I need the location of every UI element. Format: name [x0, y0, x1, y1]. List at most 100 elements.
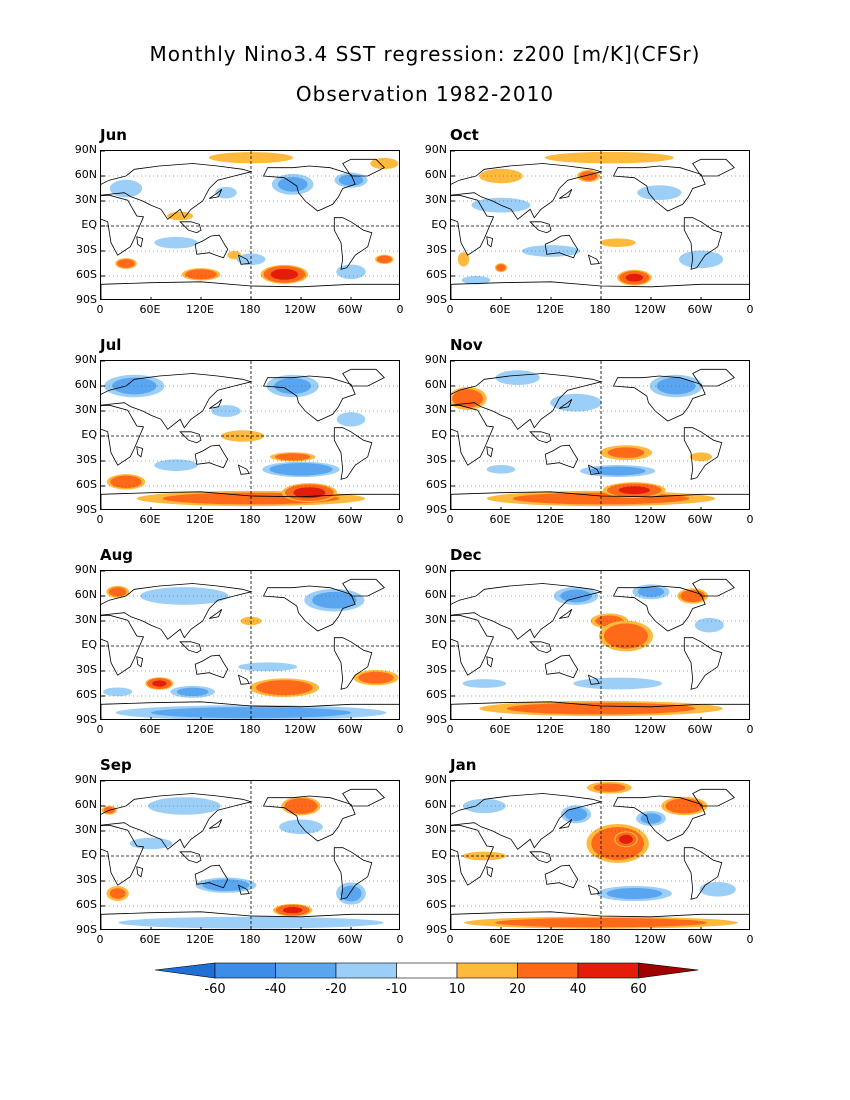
panel-label-jan: Jan	[450, 756, 477, 774]
anomaly-contour	[457, 252, 470, 267]
coastline	[451, 583, 603, 640]
coastline	[486, 866, 494, 878]
y-tick-label: EQ	[81, 218, 97, 231]
coastline	[529, 851, 552, 864]
map-panel-oct	[450, 150, 750, 300]
x-tick-label: 60W	[687, 723, 713, 736]
x-tick-label: 120E	[536, 513, 564, 526]
y-tick-label: EQ	[431, 848, 447, 861]
map-svg	[451, 781, 749, 929]
colorbar-segment	[577, 962, 639, 979]
coastline	[101, 404, 145, 466]
y-tick-label: 30S	[426, 453, 447, 466]
coastline	[262, 375, 356, 422]
x-tick-label: 0	[746, 723, 754, 736]
x-tick-label: 120W	[634, 513, 666, 526]
coastline	[451, 824, 495, 886]
map-svg	[101, 571, 399, 719]
anomaly-contour	[293, 487, 326, 499]
map-frame	[100, 150, 400, 300]
anomaly-contour	[236, 253, 266, 266]
y-tick-label: 60N	[424, 798, 447, 811]
colorbar-right-arrow	[638, 962, 699, 979]
coastline	[101, 373, 253, 430]
anomaly-contour	[112, 377, 157, 395]
y-tick-label: 60S	[76, 898, 97, 911]
coastline	[237, 254, 250, 265]
anomaly-contour	[625, 273, 643, 282]
colorbar-segment	[517, 962, 579, 979]
map-panel-jan	[450, 780, 750, 930]
x-tick-label: 180	[589, 723, 611, 736]
anomaly-contour	[618, 486, 651, 495]
y-tick-label: 90N	[424, 773, 447, 786]
coastline	[101, 701, 399, 719]
x-tick-label: 60E	[139, 933, 161, 946]
x-tick-label: 0	[396, 513, 404, 526]
coastline	[559, 608, 573, 619]
anomaly-contour	[202, 879, 250, 892]
anomaly-contour	[238, 662, 298, 672]
y-tick-label: 90N	[424, 353, 447, 366]
x-tick-label: 180	[239, 303, 261, 316]
x-tick-label: 120W	[284, 723, 316, 736]
coastline	[101, 793, 253, 850]
anomaly-contour	[619, 834, 633, 844]
y-tick-label: EQ	[81, 638, 97, 651]
y-tick-label: EQ	[431, 428, 447, 441]
y-tick-label: 90N	[74, 563, 97, 576]
colorbar-tick-label: -40	[264, 982, 287, 997]
coastline	[692, 788, 735, 807]
map-svg	[101, 361, 399, 509]
coastline	[194, 444, 229, 469]
coastline	[529, 431, 552, 444]
panel-label-dec: Dec	[450, 546, 482, 564]
coastline	[451, 404, 495, 466]
anomaly-contour	[358, 671, 394, 684]
panel-label-jul: Jul	[100, 336, 122, 354]
y-tick-label: 60N	[74, 378, 97, 391]
coastline	[544, 864, 579, 889]
y-tick-label: 30N	[424, 823, 447, 836]
x-tick-label: 0	[746, 933, 754, 946]
anomaly-contour	[479, 168, 523, 184]
coastline	[587, 884, 600, 895]
anomaly-contour	[550, 393, 602, 412]
coastline	[262, 165, 356, 212]
y-tick-label: 90S	[426, 923, 447, 936]
map-frame	[100, 780, 400, 930]
x-tick-label: 60W	[337, 933, 363, 946]
coastline	[101, 491, 399, 509]
coastline	[544, 444, 579, 469]
y-tick-label: EQ	[431, 218, 447, 231]
anomaly-contour	[277, 176, 308, 192]
anomaly-contour	[694, 617, 724, 633]
y-tick-label: 60N	[74, 168, 97, 181]
y-tick-label: 30S	[76, 243, 97, 256]
anomaly-contour	[495, 370, 540, 386]
map-svg	[451, 571, 749, 719]
y-tick-label: 60N	[424, 378, 447, 391]
x-tick-label: 60E	[489, 513, 511, 526]
x-tick-label: 60W	[687, 303, 713, 316]
map-panel-aug	[100, 570, 400, 720]
x-tick-label: 120E	[186, 513, 214, 526]
x-tick-label: 60W	[337, 513, 363, 526]
anomaly-contour	[461, 275, 491, 285]
colorbar-tick-label: 10	[448, 982, 466, 997]
anomaly-contour	[154, 236, 198, 249]
x-tick-label: 180	[239, 723, 261, 736]
x-tick-label: 180	[589, 513, 611, 526]
y-tick-label: 90S	[426, 503, 447, 516]
anomaly-contour	[110, 475, 142, 489]
x-tick-label: 180	[239, 933, 261, 946]
y-tick-label: 30S	[76, 873, 97, 886]
coastline	[544, 654, 579, 679]
coastline	[333, 427, 373, 480]
anomaly-contour	[336, 264, 366, 280]
anomaly-contour	[640, 813, 662, 824]
colorbar-tick-label: 60	[630, 982, 647, 997]
map-frame	[450, 360, 750, 510]
colorbar-segment	[275, 962, 337, 979]
coastline	[486, 236, 494, 248]
